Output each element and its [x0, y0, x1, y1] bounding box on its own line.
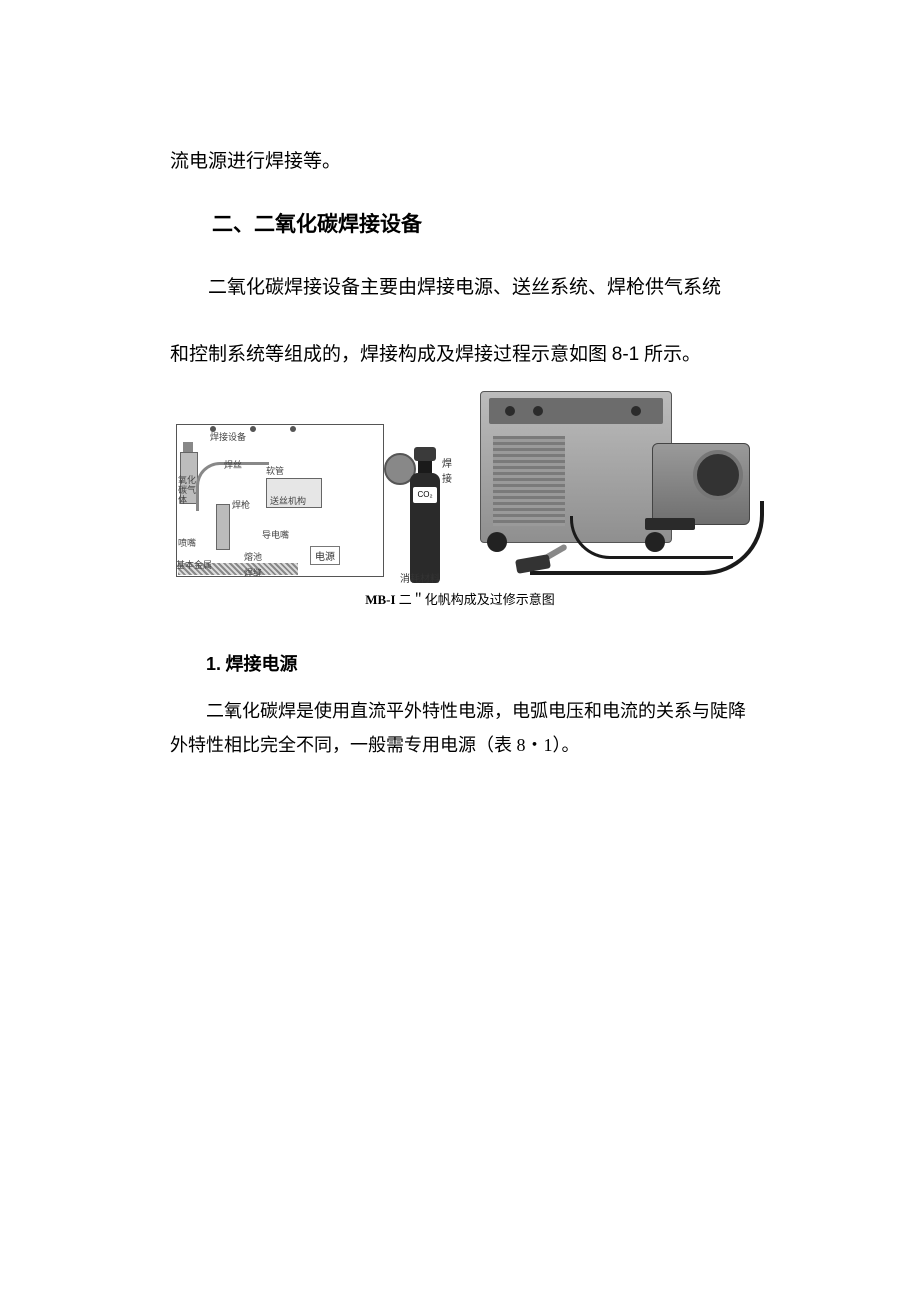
power-paragraph-line2: 外特性相比完全不同，一般需专用电源（表 8・1）。: [170, 728, 750, 762]
subheading-text: 焊接电源: [226, 654, 298, 674]
figure-caption: MB-I 二＂化帆构成及过修示意图: [170, 589, 750, 608]
label-molten: 熔池: [244, 550, 262, 563]
cable-icon: [570, 516, 733, 559]
knob-icon: [505, 406, 515, 416]
subheading-number: 1.: [206, 654, 221, 674]
label-base-metal: 基本金属: [176, 558, 212, 571]
label-feeder: 送丝机构: [270, 494, 306, 507]
power-paragraph-line1: 二氧化碳焊是使用直流平外特性电源，电弧电压和电流的关系与陡降: [170, 694, 750, 728]
label-wire: 焊丝: [224, 458, 242, 471]
label-weld-pool: 焊缝: [244, 566, 262, 579]
knob-icon: [533, 406, 543, 416]
knob-icon: [631, 406, 641, 416]
caption-code: MB-I: [365, 592, 395, 607]
intro-paragraph-line2: 和控制系统等组成的，焊接构成及焊接过程示意如图 8-1 所示。: [170, 333, 750, 377]
cylinder-neck-icon: [418, 461, 432, 473]
gas-cylinder-cap-icon: [183, 442, 193, 452]
caption-text: 二＂化帆构成及过修示意图: [396, 592, 555, 607]
co2-cylinder: CO₂ 焊接 消耗材料: [402, 433, 448, 583]
figure-row: 焊接设备 氧化碳气体 焊丝 软管 送丝机构 焊枪 喷嘴 导电嘴 基本金属 熔池 …: [170, 383, 750, 583]
label-consumable: 消耗材料: [400, 570, 460, 585]
schematic-diagram: 焊接设备 氧化碳气体 焊丝 软管 送丝机构 焊枪 喷嘴 导电嘴 基本金属 熔池 …: [170, 418, 390, 583]
figure-ref-number: 8-1: [612, 344, 639, 365]
intro-line2-a: 和控制系统等组成的，焊接构成及焊接过程示意如图: [170, 344, 612, 365]
subheading-1: 1. 焊接电源: [170, 650, 750, 676]
label-torch: 焊枪: [232, 498, 250, 511]
cylinder-valve-icon: [414, 447, 436, 461]
torch-icon: [216, 504, 230, 550]
intro-paragraph-line1: 二氧化碳焊接设备主要由焊接电源、送丝系统、焊枪供气系统: [170, 266, 750, 310]
label-gas: 氧化碳气体: [178, 476, 204, 506]
caster-wheel-icon: [487, 532, 507, 552]
mig-gun-icon: [516, 549, 568, 577]
gun-body-icon: [515, 554, 551, 574]
label-contact-tip: 导电嘴: [262, 528, 289, 541]
wire-spool-icon: [693, 450, 743, 500]
intro-line2-c: 所示。: [639, 344, 701, 365]
label-weld: 焊接: [442, 455, 452, 485]
paragraph-continuation: 流电源进行焊接等。: [170, 140, 750, 184]
co2-label: CO₂: [413, 487, 437, 503]
label-power-supply: 电源: [310, 546, 340, 565]
equipment-photo: [460, 383, 750, 583]
section-heading-2: 二、二氧化碳焊接设备: [170, 208, 750, 238]
figure-8-1: 焊接设备 氧化碳气体 焊丝 软管 送丝机构 焊枪 喷嘴 导电嘴 基本金属 熔池 …: [170, 383, 750, 608]
label-tube: 软管: [266, 464, 284, 477]
label-equipment: 焊接设备: [210, 430, 246, 443]
label-nozzle: 喷嘴: [178, 536, 196, 549]
